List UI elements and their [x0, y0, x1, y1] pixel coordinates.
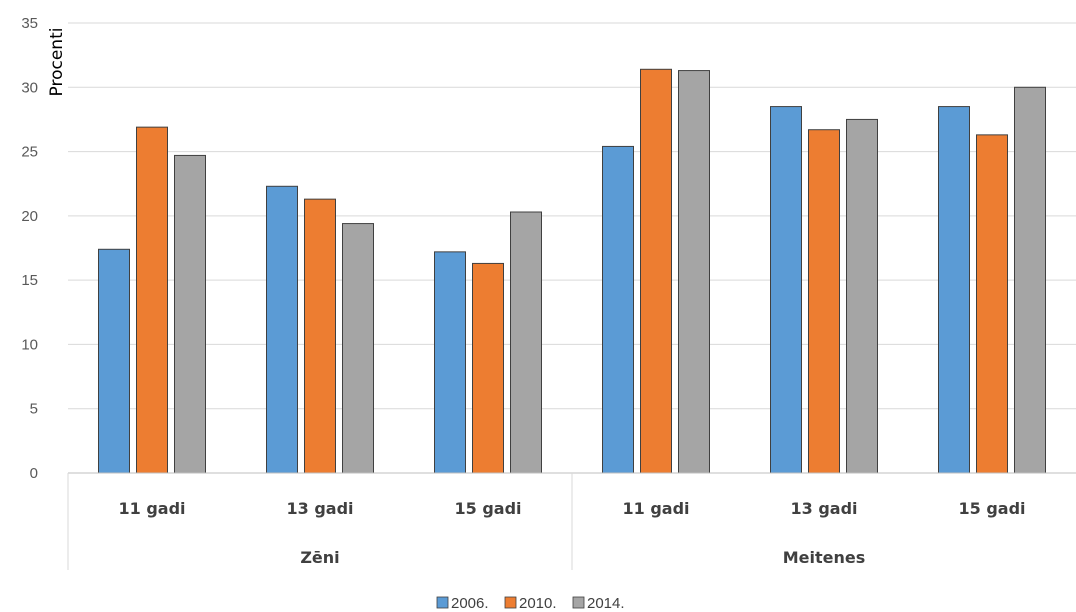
x-category-label: 11 gadi [118, 499, 185, 518]
bar-2006-2 [434, 251, 466, 474]
x-group-label: Meitenes [783, 548, 866, 567]
legend-swatch [572, 596, 585, 609]
y-tick-label: 25 [21, 144, 38, 161]
y-axis-ticks: 0 5 10 15 20 25 30 35 [21, 15, 38, 482]
legend-label: 2006. [451, 595, 489, 612]
y-tick-label: 30 [21, 79, 38, 96]
bar-2006-0 [98, 248, 130, 474]
legend-swatch [436, 596, 449, 609]
x-category-label: 15 gadi [958, 499, 1025, 518]
bar-2010-3 [640, 68, 672, 474]
y-tick-label: 15 [21, 272, 38, 289]
bar-2006-4 [770, 106, 802, 474]
bar-2010-5 [976, 134, 1008, 474]
y-tick-label: 35 [21, 15, 38, 32]
bar-2006-5 [938, 106, 970, 474]
legend: 2006. 2010. 2014. [436, 595, 625, 612]
bar-2010-4 [808, 129, 840, 474]
x-category-label: 13 gadi [790, 499, 857, 518]
bar-2006-1 [266, 185, 298, 474]
y-tick-label: 20 [21, 208, 38, 225]
bar-2014-2 [510, 211, 542, 474]
bar-2014-5 [1014, 86, 1046, 474]
bar-2010-2 [472, 262, 504, 474]
x-category-label: 15 gadi [454, 499, 521, 518]
x-category-label: 13 gadi [286, 499, 353, 518]
gridlines [68, 22, 1076, 474]
bar-2014-4 [846, 118, 878, 474]
bars [98, 68, 1046, 474]
bar-2014-0 [174, 154, 206, 474]
bar-2006-3 [602, 145, 634, 474]
x-axis: 11 gadi 13 gadi 15 gadi 11 gadi 13 gadi 15 ga… [67, 472, 1076, 570]
x-group-label: Zēni [300, 548, 339, 567]
legend-label: 2014. [587, 595, 625, 612]
y-tick-label: 5 [30, 401, 38, 418]
y-axis-label: Procenti [47, 28, 67, 97]
legend-swatch [504, 596, 517, 609]
legend-label: 2010. [519, 595, 557, 612]
bar-2010-0 [136, 126, 168, 474]
x-category-label: 11 gadi [622, 499, 689, 518]
bar-2010-1 [304, 198, 336, 474]
bar-2014-3 [678, 70, 710, 474]
bar-2014-1 [342, 223, 374, 474]
y-tick-label: 10 [21, 336, 38, 353]
y-tick-label: 0 [30, 465, 38, 482]
